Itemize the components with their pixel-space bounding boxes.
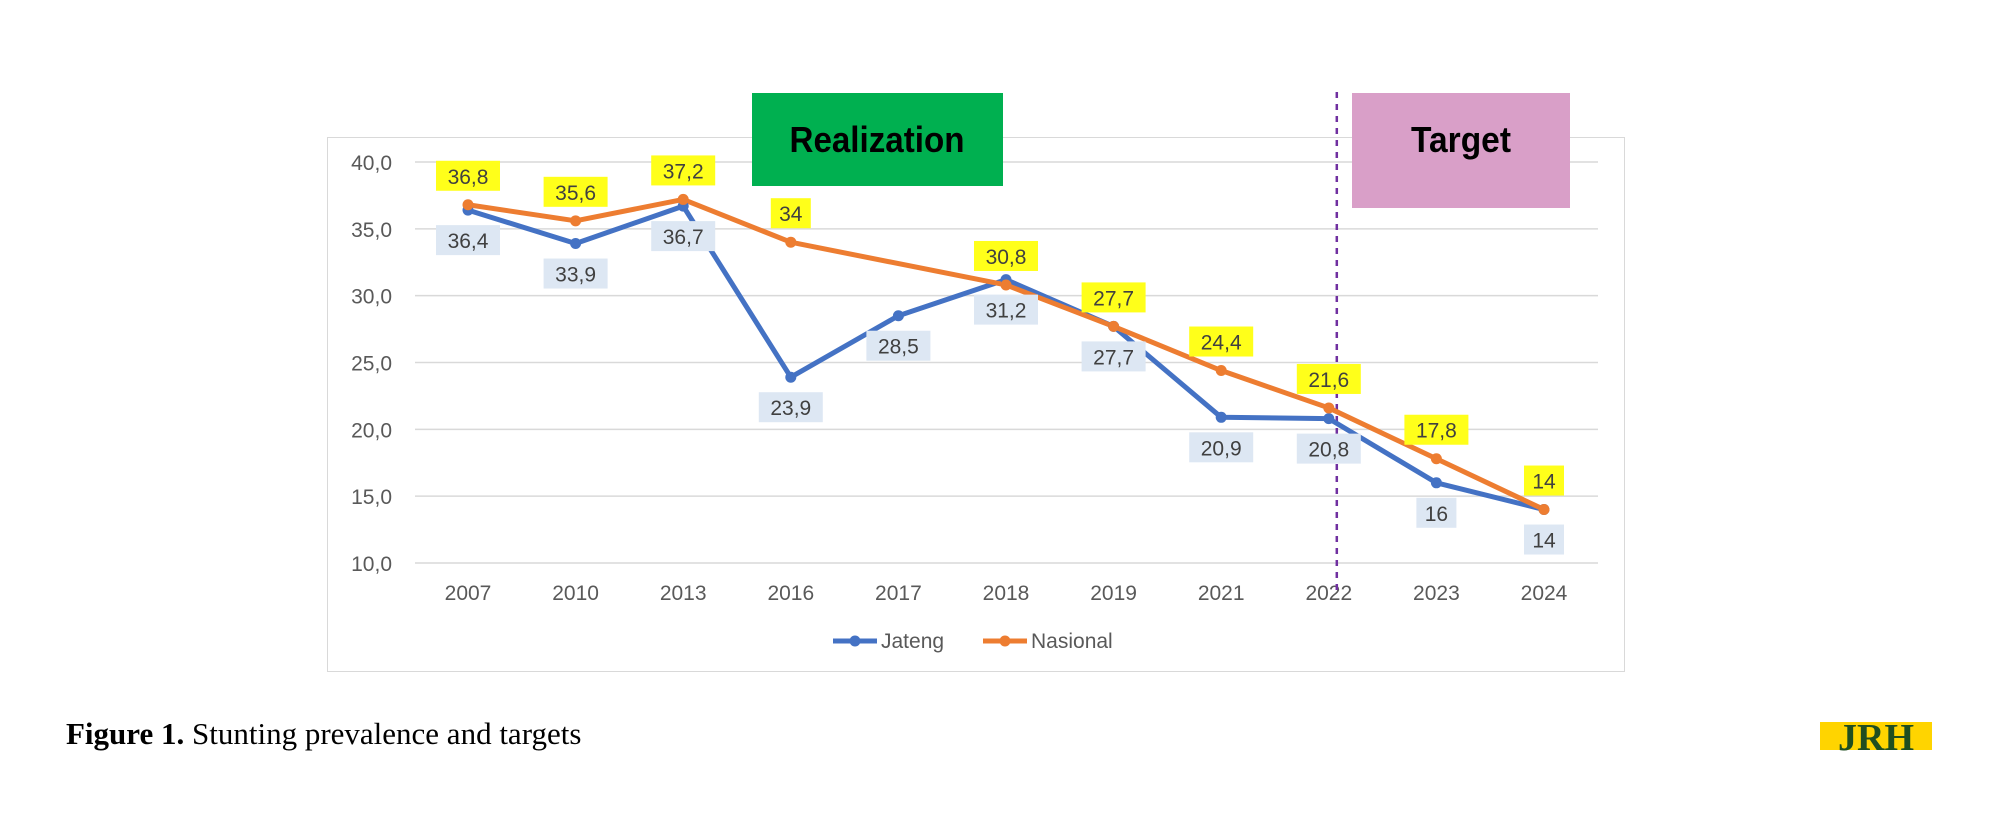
x-tick-label-5: 2018 bbox=[983, 582, 1030, 605]
x-tick-label-8: 2022 bbox=[1305, 582, 1352, 605]
legend-label-jateng: Jateng bbox=[881, 630, 944, 653]
y-tick-label-3: 25,0 bbox=[351, 353, 392, 376]
data-label-nasional-2018: 30,8 bbox=[986, 246, 1027, 269]
data-label-bg-jateng-2018 bbox=[974, 294, 1038, 325]
point-jateng-2016 bbox=[785, 371, 797, 383]
point-nasional-2019 bbox=[1108, 320, 1120, 332]
point-nasional-2007 bbox=[462, 199, 474, 211]
y-tick-label-4: 30,0 bbox=[351, 286, 392, 309]
annotation-box-realization bbox=[752, 93, 1003, 186]
data-label-nasional-2022: 21,6 bbox=[1308, 369, 1349, 392]
jrh-logo-text: JRH bbox=[1838, 718, 1914, 758]
x-tick-label-1: 2010 bbox=[552, 582, 599, 605]
point-jateng-2010 bbox=[570, 238, 582, 250]
annotation-label-realization: Realization bbox=[790, 119, 965, 160]
point-nasional-2023 bbox=[1430, 453, 1442, 465]
data-label-bg-jateng-2013 bbox=[651, 221, 716, 252]
point-nasional-2016 bbox=[785, 236, 797, 248]
x-tick-label-2: 2013 bbox=[660, 582, 707, 605]
data-label-bg-jateng-2023 bbox=[1416, 497, 1457, 528]
y-tick-label-1: 15,0 bbox=[351, 486, 392, 509]
legend-marker-nasional bbox=[999, 635, 1011, 647]
data-label-bg-jateng-2021 bbox=[1189, 432, 1254, 463]
x-tick-label-0: 2007 bbox=[445, 582, 492, 605]
data-label-bg-nasional-2019 bbox=[1081, 282, 1146, 313]
data-label-jateng-2016: 23,9 bbox=[770, 397, 811, 420]
point-jateng-2023 bbox=[1430, 477, 1442, 489]
data-label-bg-jateng-2016 bbox=[758, 392, 823, 423]
data-label-jateng-2007: 36,4 bbox=[448, 230, 489, 253]
x-tick-label-6: 2019 bbox=[1090, 582, 1137, 605]
data-label-bg-nasional-2016 bbox=[770, 198, 811, 229]
data-label-nasional-2010: 35,6 bbox=[555, 182, 596, 205]
y-tick-label-5: 35,0 bbox=[351, 219, 392, 242]
data-label-bg-jateng-2010 bbox=[543, 258, 608, 289]
data-label-bg-nasional-2010 bbox=[543, 176, 608, 207]
data-label-bg-nasional-2023 bbox=[1404, 414, 1469, 445]
point-nasional-2013 bbox=[677, 193, 689, 205]
point-nasional-2010 bbox=[570, 215, 582, 227]
legend-label-nasional: Nasional bbox=[1031, 630, 1113, 653]
point-nasional-2018 bbox=[1000, 279, 1012, 291]
data-label-bg-jateng-2017 bbox=[866, 330, 931, 361]
data-label-bg-nasional-2022 bbox=[1296, 363, 1361, 394]
x-tick-label-3: 2016 bbox=[767, 582, 814, 605]
data-label-jateng-2018: 31,2 bbox=[986, 300, 1027, 323]
point-nasional-2022 bbox=[1323, 402, 1335, 414]
point-jateng-2021 bbox=[1215, 411, 1227, 423]
data-label-jateng-2019: 27,7 bbox=[1093, 346, 1134, 369]
y-tick-label-2: 20,0 bbox=[351, 419, 392, 442]
figure-caption-text: Stunting prevalence and targets bbox=[184, 716, 582, 751]
data-label-nasional-2019: 27,7 bbox=[1093, 287, 1134, 310]
point-nasional-2021 bbox=[1215, 365, 1227, 377]
jrh-logo: JRH bbox=[1820, 718, 1932, 758]
annotation-box-target bbox=[1352, 93, 1570, 208]
data-label-jateng-2021: 20,9 bbox=[1201, 437, 1242, 460]
y-tick-label-0: 10,0 bbox=[351, 553, 392, 576]
series-line-nasional bbox=[465, 196, 1547, 513]
data-label-nasional-2013: 37,2 bbox=[663, 160, 704, 183]
y-tick-label-6: 40,0 bbox=[351, 152, 392, 175]
data-label-bg-jateng-2007 bbox=[436, 225, 500, 256]
x-tick-label-10: 2024 bbox=[1521, 582, 1568, 605]
data-label-nasional-2016: 34 bbox=[779, 203, 803, 226]
x-tick-label-9: 2023 bbox=[1413, 582, 1460, 605]
data-label-jateng-2017: 28,5 bbox=[878, 336, 919, 359]
data-label-nasional-2021: 24,4 bbox=[1201, 332, 1242, 355]
data-label-bg-nasional-2007 bbox=[436, 160, 500, 191]
data-label-nasional-2023: 17,8 bbox=[1416, 420, 1457, 443]
chart-frame bbox=[327, 137, 1625, 672]
legend-marker-jateng bbox=[849, 635, 861, 647]
data-label-bg-nasional-2018 bbox=[974, 240, 1038, 271]
point-jateng-2022 bbox=[1323, 413, 1335, 425]
figure-label: Figure 1. bbox=[66, 716, 185, 751]
figure-caption: Figure 1. Stunting prevalence and target… bbox=[66, 716, 581, 752]
data-label-bg-jateng-2022 bbox=[1296, 433, 1361, 464]
data-label-jateng-2023: 16 bbox=[1425, 503, 1448, 526]
point-nasional-2024 bbox=[1538, 504, 1550, 516]
data-label-bg-nasional-2013 bbox=[651, 155, 716, 186]
data-label-bg-nasional-2021 bbox=[1189, 326, 1254, 357]
data-label-bg-jateng-2024 bbox=[1524, 524, 1564, 555]
point-jateng-2017 bbox=[892, 310, 904, 322]
data-label-jateng-2013: 36,7 bbox=[663, 226, 704, 249]
data-label-jateng-2024: 14 bbox=[1532, 530, 1556, 553]
annotation-label-target: Target bbox=[1411, 119, 1511, 160]
data-label-jateng-2022: 20,8 bbox=[1308, 439, 1349, 462]
data-label-nasional-2007: 36,8 bbox=[448, 166, 489, 189]
data-label-bg-nasional-2024 bbox=[1524, 465, 1564, 496]
data-label-nasional-2024: 14 bbox=[1532, 471, 1556, 494]
data-label-jateng-2010: 33,9 bbox=[555, 264, 596, 287]
x-tick-label-7: 2021 bbox=[1198, 582, 1245, 605]
x-tick-label-4: 2017 bbox=[875, 582, 922, 605]
data-label-bg-jateng-2019 bbox=[1081, 341, 1146, 372]
